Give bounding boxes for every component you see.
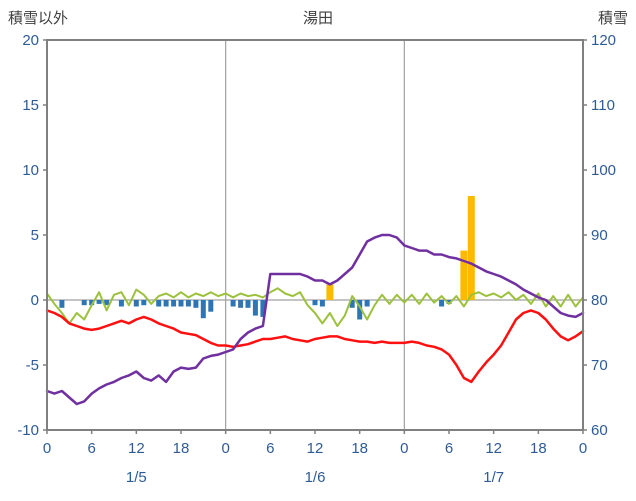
orange-bar bbox=[326, 284, 334, 300]
blue-bar bbox=[104, 300, 110, 306]
blue-bar bbox=[364, 300, 370, 307]
x-tick-label: 6 bbox=[445, 440, 453, 457]
y-right-tick-label: 100 bbox=[591, 162, 616, 179]
blue-bar bbox=[89, 300, 95, 306]
y-right-tick-label: 110 bbox=[591, 97, 615, 114]
blue-bar bbox=[349, 300, 355, 308]
y-right-tick-label: 70 bbox=[591, 357, 608, 374]
blue-bar bbox=[200, 300, 206, 319]
date-label: 1/5 bbox=[126, 469, 147, 486]
orange-bar bbox=[460, 250, 468, 300]
y-right-tick-label: 60 bbox=[591, 422, 608, 439]
y-left-tick-label: 15 bbox=[22, 97, 39, 114]
blue-bar bbox=[238, 300, 244, 308]
right-axis-title: 積雪 bbox=[597, 10, 628, 27]
blue-bar bbox=[118, 300, 124, 307]
y-right-tick-label: 120 bbox=[591, 32, 616, 49]
x-tick-label: 6 bbox=[87, 440, 95, 457]
x-tick-label: 12 bbox=[307, 440, 324, 457]
green-line bbox=[46, 287, 584, 327]
x-tick-label: 18 bbox=[351, 440, 368, 457]
orange-bar bbox=[467, 196, 475, 300]
x-tick-label: 6 bbox=[266, 440, 274, 457]
y-left-tick-label: 0 bbox=[31, 292, 39, 309]
blue-bar bbox=[230, 300, 236, 307]
blue-bar bbox=[312, 300, 318, 306]
x-tick-label: 12 bbox=[128, 440, 145, 457]
blue-bar bbox=[439, 300, 445, 307]
left-axis-title: 積雪以外 bbox=[8, 10, 69, 27]
blue-bar bbox=[141, 300, 147, 306]
blue-bar bbox=[185, 300, 191, 307]
blue-bar bbox=[252, 300, 258, 316]
blue-bar bbox=[193, 300, 199, 308]
y-left-tick-label: -5 bbox=[26, 357, 39, 374]
x-tick-label: 18 bbox=[173, 440, 190, 457]
chart-title: 湯田 bbox=[302, 10, 333, 27]
red-line bbox=[45, 309, 585, 384]
blue-bar bbox=[133, 300, 139, 307]
date-label: 1/7 bbox=[483, 469, 504, 486]
y-right-tick-label: 90 bbox=[591, 227, 608, 244]
blue-bar bbox=[357, 300, 363, 320]
blue-bar bbox=[245, 300, 251, 308]
x-tick-label: 0 bbox=[43, 440, 51, 457]
x-tick-label: 18 bbox=[530, 440, 547, 457]
blue-bar bbox=[446, 300, 452, 304]
plot-frame bbox=[46, 39, 584, 431]
blue-bar bbox=[171, 300, 177, 307]
blue-bar bbox=[208, 300, 214, 312]
blue-bar bbox=[178, 300, 184, 307]
x-tick-label: 12 bbox=[485, 440, 502, 457]
x-tick-label: 0 bbox=[221, 440, 229, 457]
date-label: 1/6 bbox=[305, 469, 326, 486]
y-right-tick-label: 80 bbox=[591, 292, 608, 309]
blue-bar bbox=[96, 300, 102, 304]
y-left-tick-label: 5 bbox=[31, 227, 39, 244]
x-tick-label: 0 bbox=[579, 440, 587, 457]
blue-bar bbox=[81, 300, 87, 306]
blue-bar bbox=[156, 300, 162, 307]
y-left-tick-label: 10 bbox=[22, 162, 39, 179]
x-tick-label: 0 bbox=[400, 440, 408, 457]
y-left-tick-label: 20 bbox=[22, 32, 39, 49]
blue-bar bbox=[163, 300, 169, 307]
blue-bar bbox=[260, 300, 266, 317]
blue-bar bbox=[319, 300, 325, 307]
blue-bar bbox=[59, 300, 65, 308]
y-left-tick-label: -10 bbox=[17, 422, 39, 439]
purple-line bbox=[45, 233, 585, 406]
